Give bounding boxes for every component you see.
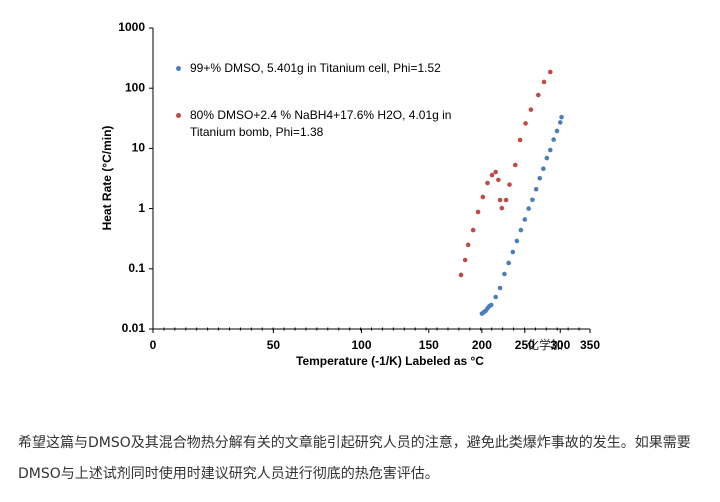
caption: 希望这篇与DMSO及其混合物热分解有关的文章能引起研究人员的注意，避免此类爆炸事… (18, 435, 691, 482)
legend-marker (176, 66, 181, 71)
point (526, 206, 531, 211)
point (536, 92, 541, 98)
chart: Temperature (-1/K) Labeled as °C Heat Ra… (100, 20, 600, 368)
point (475, 209, 481, 215)
x-tick-label: 350 (580, 338, 600, 352)
legend-label: 99+% DMSO, 5.401g in Titanium cell, Phi=… (190, 61, 441, 75)
y-tick-label: 1000 (118, 20, 145, 34)
y-tick-label: 1 (138, 201, 145, 215)
point (458, 272, 464, 278)
point (489, 172, 495, 178)
x-tick-label: 100 (351, 338, 371, 352)
point (547, 147, 553, 153)
point (502, 271, 507, 277)
x-tick-label: 150 (419, 338, 439, 352)
point (496, 177, 501, 183)
point (507, 182, 512, 187)
point (530, 197, 535, 203)
point (517, 137, 523, 143)
x-axis-title: Temperature (-1/K) Labeled as °C (296, 354, 484, 368)
point (512, 162, 518, 168)
point (518, 227, 524, 233)
point (493, 294, 498, 300)
legend: 99+% DMSO, 5.401g in Titanium cell, Phi=… (176, 60, 466, 171)
y-tick-label: 100 (125, 80, 145, 94)
point (551, 137, 556, 142)
point (493, 169, 498, 175)
legend-entry: 80% DMSO+2.4 % NaBH4+17.6% H2O, 4.01g in… (176, 107, 466, 141)
point (537, 175, 543, 181)
legend-marker (176, 113, 181, 118)
legend-label: 80% DMSO+2.4 % NaBH4+17.6% H2O, 4.01g in… (190, 108, 452, 139)
point (541, 79, 547, 85)
point (506, 260, 511, 266)
y-tick-label: 0.01 (122, 321, 146, 335)
x-tick-label: 250 (515, 338, 535, 352)
y-tick-label: 0.1 (128, 261, 145, 275)
point (533, 186, 539, 192)
point (503, 197, 509, 203)
point (528, 107, 534, 112)
y-axis-title: Heat Rate (°C/min) (100, 126, 114, 231)
point (522, 217, 528, 222)
point (480, 194, 486, 200)
point (488, 302, 494, 308)
point (462, 257, 468, 263)
point (485, 180, 490, 186)
legend-entry: 99+% DMSO, 5.401g in Titanium cell, Phi=… (176, 60, 466, 77)
point (465, 242, 471, 248)
point (470, 227, 476, 233)
x-tick-label: 300 (550, 338, 570, 352)
x-tick-label: 50 (267, 338, 281, 352)
x-tick-label: 0 (150, 338, 157, 352)
point (499, 205, 505, 211)
watermark: 化学加 (527, 337, 563, 352)
point (559, 114, 564, 120)
point (497, 197, 503, 203)
point (544, 155, 550, 161)
y-tick-label: 10 (132, 141, 146, 155)
point (554, 128, 560, 134)
point (541, 166, 546, 172)
x-tick-label: 200 (472, 338, 492, 352)
point (547, 69, 553, 75)
point (510, 249, 516, 255)
point (523, 121, 528, 126)
point (514, 238, 520, 244)
point (557, 120, 563, 125)
point (497, 285, 503, 291)
